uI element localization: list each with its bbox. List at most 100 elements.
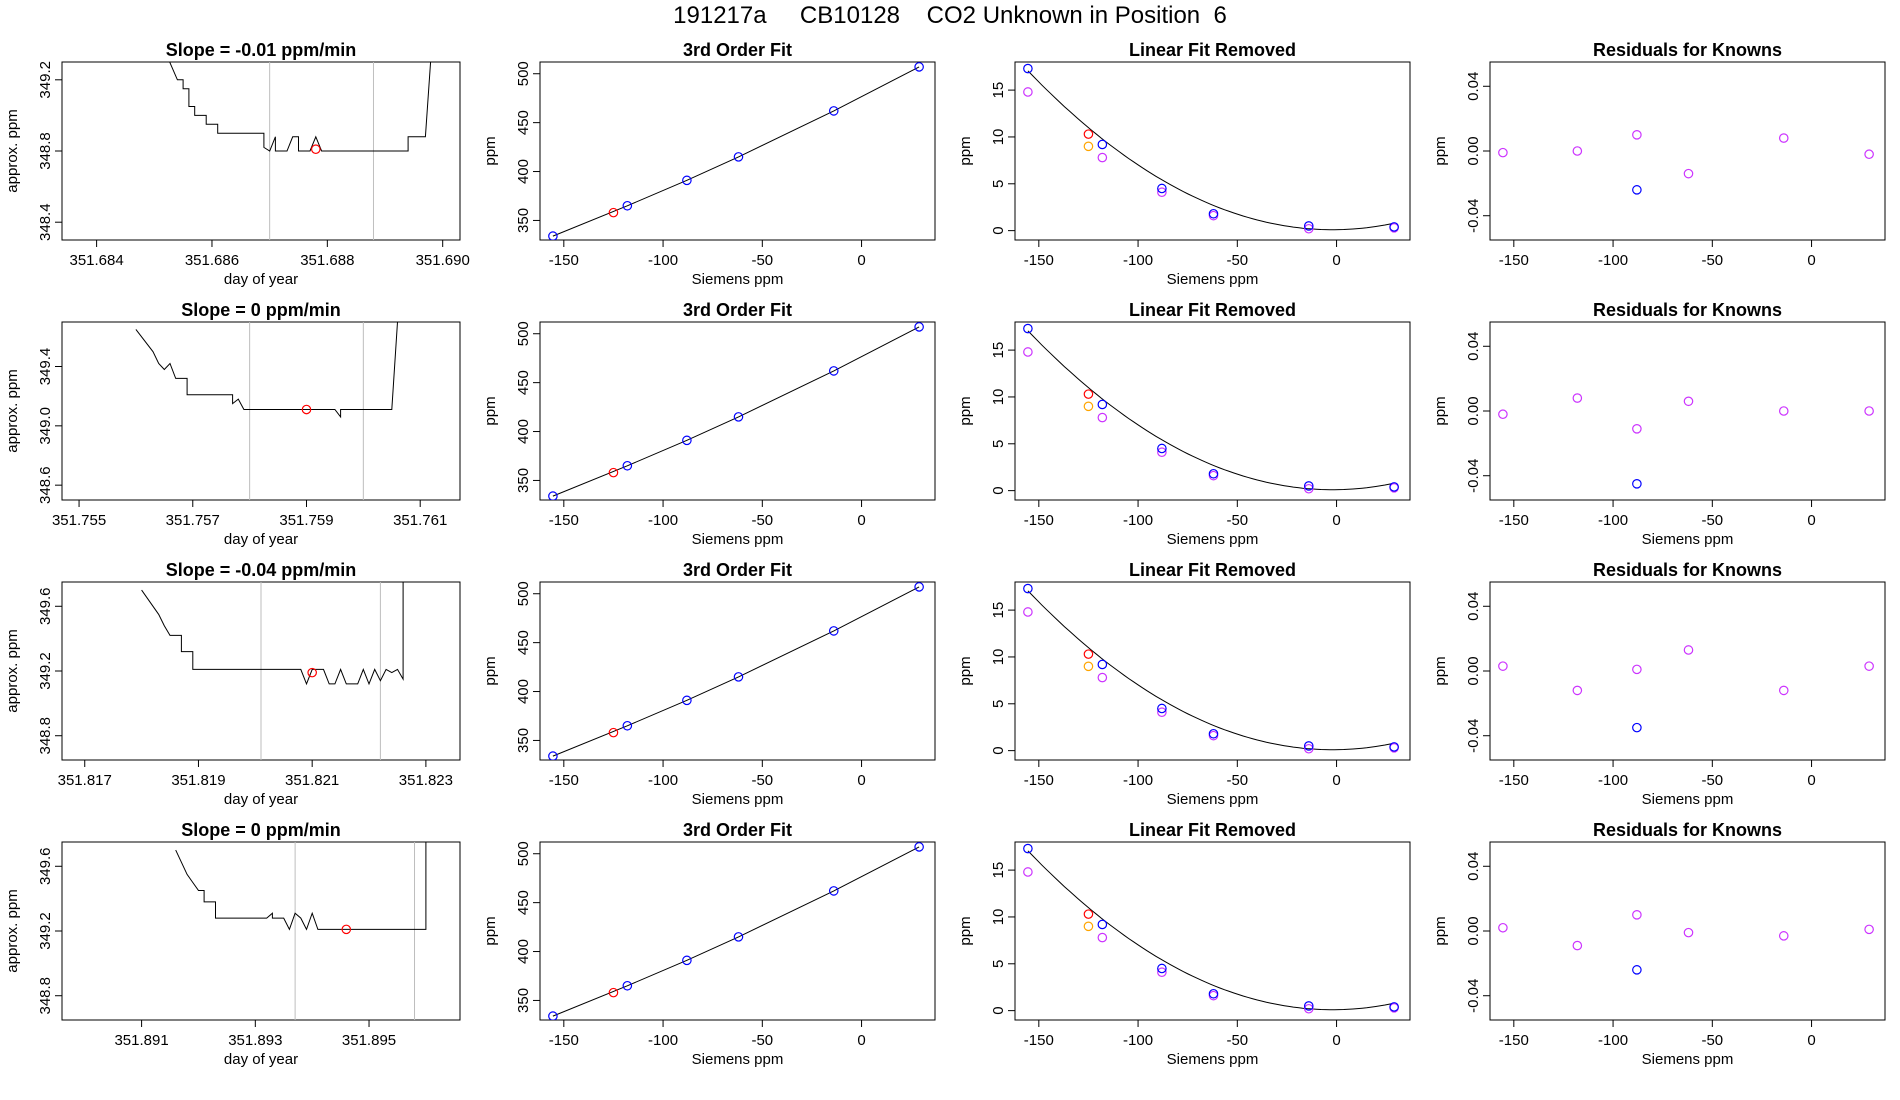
x-tick-label: 351.757 <box>166 512 220 529</box>
known-point <box>1157 967 1167 978</box>
y-tick-label: 500 <box>515 581 532 606</box>
y-tick-label: 400 <box>515 419 532 444</box>
x-tick-label: -50 <box>751 252 773 269</box>
standard-point <box>914 842 924 852</box>
panel-title: Slope = -0.04 ppm/min <box>166 560 357 580</box>
x-tick-label: 351.819 <box>171 772 225 789</box>
y-axis-label: ppm <box>957 396 974 425</box>
fit-curve <box>552 66 920 237</box>
x-tick-label: -100 <box>648 772 678 789</box>
unknown-alt-point <box>1083 401 1094 412</box>
residual-point <box>1683 396 1694 407</box>
y-tick-label: 348.8 <box>37 977 54 1015</box>
standard-point <box>548 231 558 240</box>
y-axis-label: approx. ppm <box>4 369 21 452</box>
plot-box <box>539 581 936 761</box>
fit-curve <box>552 586 920 757</box>
y-tick-label: 0.04 <box>1465 332 1482 361</box>
mean-marker <box>341 924 352 935</box>
panel-linear_removed-row2: Linear Fit Removed -150 -100 -50 0 0 5 10 15 Siem… <box>957 300 1411 548</box>
x-tick-label: 0 <box>1807 772 1815 789</box>
unknown-alt-point <box>1083 661 1094 672</box>
quadratic-curve <box>1027 590 1395 751</box>
plot-box <box>61 321 461 501</box>
x-tick-label: 0 <box>857 772 865 789</box>
x-tick-label: -100 <box>1598 1032 1628 1049</box>
y-tick-label: 15 <box>990 82 1007 99</box>
y-axis-label: ppm <box>1432 916 1449 945</box>
standard-point <box>1389 1002 1399 1012</box>
y-tick-label: 350 <box>515 728 532 753</box>
x-tick-label: -100 <box>1598 512 1628 529</box>
x-axis-label: Siemens ppm <box>692 531 784 548</box>
standard-point <box>733 672 744 682</box>
standard-point <box>1208 468 1219 479</box>
x-tick-label: -150 <box>1024 252 1054 269</box>
y-tick-label: 0 <box>990 746 1007 754</box>
standard-point <box>1023 323 1033 334</box>
standard-point <box>622 720 633 731</box>
x-tick-label: 0 <box>1807 252 1815 269</box>
y-axis-label: ppm <box>482 916 499 945</box>
x-tick-label: -50 <box>1226 252 1248 269</box>
x-tick-label: 0 <box>1332 1032 1340 1049</box>
y-tick-label: 15 <box>990 342 1007 359</box>
panel-title: Residuals for Knowns <box>1593 820 1782 840</box>
y-tick-label: 0 <box>990 1006 1007 1014</box>
standard-point <box>828 366 839 376</box>
y-axis-label: approx. ppm <box>4 629 21 712</box>
y-tick-label: 450 <box>515 630 532 655</box>
known-point <box>1303 743 1314 754</box>
mean-marker <box>307 667 317 678</box>
x-tick-label: -50 <box>751 512 773 529</box>
x-axis-label: Siemens ppm <box>1167 1051 1259 1068</box>
panel-title: Slope = 0 ppm/min <box>181 300 341 320</box>
fit-curve <box>552 846 920 1017</box>
x-tick-label: 351.759 <box>279 512 333 529</box>
y-axis-label: ppm <box>957 656 974 685</box>
y-tick-label: -0.04 <box>1465 719 1482 753</box>
x-axis-label: Siemens ppm <box>692 791 784 808</box>
data-layer <box>135 322 398 500</box>
standard-point <box>548 1011 558 1020</box>
residual-point <box>1778 406 1789 416</box>
known-point <box>1097 152 1108 163</box>
known-point <box>1023 607 1033 617</box>
y-tick-label: 0.04 <box>1465 852 1482 881</box>
known-point <box>1157 187 1167 198</box>
standard-point <box>914 322 924 332</box>
residual-point <box>1864 661 1874 671</box>
y-tick-label: -0.04 <box>1465 459 1482 493</box>
panel-linear_removed-row4: Linear Fit Removed -150 -100 -50 0 0 5 10 15 Siem… <box>957 820 1411 1068</box>
x-tick-label: 351.893 <box>228 1032 282 1049</box>
x-tick-label: 351.891 <box>114 1032 168 1049</box>
known-point <box>1023 87 1033 97</box>
residual-point <box>1632 130 1642 140</box>
y-tick-label: 349.2 <box>37 652 54 690</box>
standard-point <box>1157 963 1167 974</box>
y-axis-label: approx. ppm <box>4 889 21 972</box>
y-tick-label: 400 <box>515 679 532 704</box>
data-layer <box>1023 323 1399 494</box>
x-axis-label: day of year <box>224 531 298 548</box>
panel-residuals-row2: Residuals for Knowns -150 -100 -50 0 -0.04 0.0… <box>1432 300 1886 548</box>
y-tick-label: 450 <box>515 110 532 135</box>
x-tick-label: -150 <box>1024 772 1054 789</box>
residual-reference-point <box>1632 965 1642 975</box>
x-tick-label: -100 <box>1123 252 1153 269</box>
panel-title: 3rd Order Fit <box>683 40 792 60</box>
x-tick-label: -150 <box>1024 512 1054 529</box>
unknown-point <box>608 467 619 478</box>
quadratic-curve <box>1027 330 1395 491</box>
y-tick-label: 450 <box>515 370 532 395</box>
residual-point <box>1498 409 1508 420</box>
standard-point <box>1097 659 1108 670</box>
data-layer <box>1023 583 1399 754</box>
x-tick-label: 0 <box>1332 252 1340 269</box>
x-tick-label: 0 <box>1332 512 1340 529</box>
standard-point <box>682 695 692 706</box>
concentration-trace <box>135 322 398 419</box>
standard-point <box>914 62 924 72</box>
standard-point <box>1023 63 1033 74</box>
y-tick-label: 348.8 <box>37 717 54 755</box>
